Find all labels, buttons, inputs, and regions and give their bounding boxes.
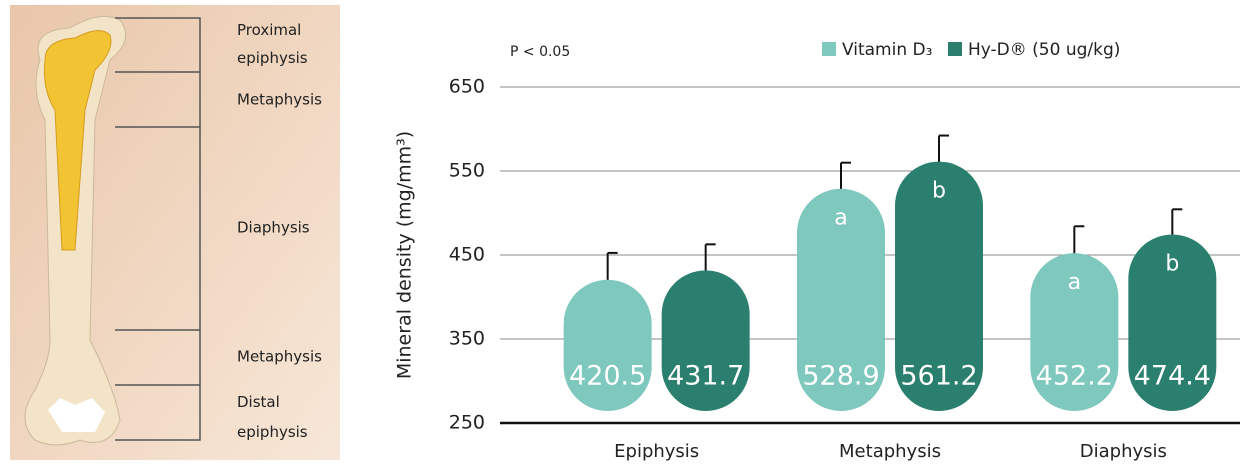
- annotation: b: [932, 179, 946, 204]
- anatomy-label: Metaphysis: [237, 348, 322, 366]
- y-tick-label: 350: [449, 328, 485, 350]
- value-label: 431.7: [667, 361, 744, 392]
- anatomy-label: Metaphysis: [237, 91, 322, 109]
- annotation: a: [1068, 270, 1081, 295]
- value-label: 528.9: [802, 361, 879, 392]
- legend-swatch: [948, 42, 962, 56]
- anatomy-label: Diaphysis: [237, 219, 310, 237]
- y-axis-label: Mineral density (mg/mm³): [394, 131, 416, 379]
- annotation: a: [834, 206, 847, 231]
- x-tick-label: Epiphysis: [614, 441, 699, 462]
- legend-label: Vitamin D₃: [842, 40, 932, 60]
- subtitle: P < 0.05: [510, 44, 570, 60]
- y-tick-label: 250: [449, 412, 485, 434]
- y-tick-label: 550: [449, 160, 485, 182]
- x-tick-label: Diaphysis: [1080, 441, 1167, 462]
- figure: ProximalepiphysisMetaphysisDiaphysisMeta…: [0, 0, 1255, 470]
- y-tick-label: 450: [449, 244, 485, 266]
- value-label: 420.5: [569, 361, 646, 392]
- annotation: b: [1165, 252, 1179, 277]
- legend-label: Hy-D® (50 ug/kg): [968, 40, 1120, 60]
- legend-swatch: [822, 42, 836, 56]
- value-label: 561.2: [900, 361, 977, 392]
- y-tick-label: 650: [449, 76, 485, 98]
- value-label: 474.4: [1134, 361, 1211, 392]
- value-label: 452.2: [1036, 361, 1113, 392]
- x-tick-label: Metaphysis: [839, 441, 941, 462]
